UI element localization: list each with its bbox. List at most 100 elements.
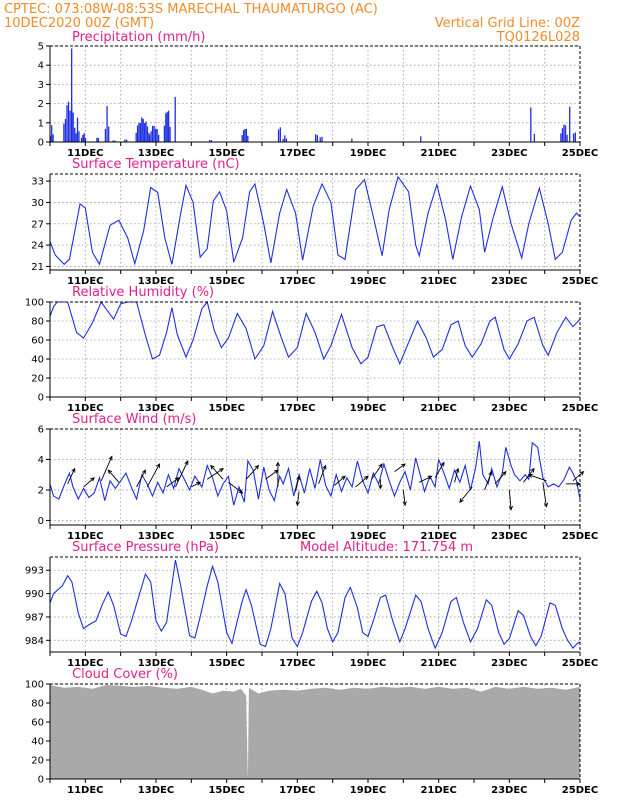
header-run-time: 10DEC2020 00Z (GMT): [4, 16, 154, 31]
precipitation-bar: [66, 105, 68, 142]
precipitation-bar: [63, 123, 65, 142]
precipitation-bar: [533, 133, 536, 142]
cloud-xtick-label: 21DEC: [420, 785, 456, 796]
pressure-ytick-label: 984: [25, 636, 44, 647]
precipitation-bar: [566, 134, 568, 142]
wind-ytick-label: 4: [38, 455, 44, 466]
precipitation-bar: [71, 48, 73, 142]
wind-vector-arrowhead: [219, 468, 224, 473]
wind-vector-arrow: [136, 469, 146, 488]
precipitation-bar: [351, 138, 353, 142]
precipitation-bar: [84, 137, 87, 142]
rh-series-line: [49, 300, 581, 366]
temp-xtick-label: 17DEC: [279, 276, 315, 287]
pressure-ytick-label: 987: [25, 612, 44, 623]
wind-vector-arrowhead: [543, 502, 549, 508]
precipitation-bar: [69, 110, 71, 142]
cloud-ytick-label: 20: [31, 756, 44, 767]
precipitation-bar: [83, 133, 85, 142]
cloud-ytick-label: 60: [31, 718, 44, 729]
wind-vector-arrowhead: [295, 501, 300, 507]
precipitation-bar: [279, 127, 281, 142]
pressure-xtick-label: 19DEC: [350, 658, 386, 669]
precipitation-bar: [72, 112, 74, 142]
pressure-title: Surface Pressure (hPa): [72, 540, 219, 555]
wind-xtick-label: 23DEC: [491, 531, 527, 542]
wind-vector-arrow: [394, 463, 406, 473]
precip-xtick-label: 23DEC: [491, 148, 527, 159]
cloud-ytick-label: 40: [31, 737, 44, 748]
temperature-title: Surface Temperature (nC): [72, 157, 240, 172]
wind-vector-arrowhead: [322, 464, 327, 470]
precipitation-bar: [139, 122, 142, 142]
precipitation-bar: [209, 140, 211, 142]
wind-vector-arrow: [459, 486, 473, 503]
precipitation-bar: [319, 137, 321, 142]
cloud-cover-title: Cloud Cover (%): [72, 667, 178, 682]
precip-ytick-label: 1: [38, 118, 44, 129]
precip-xtick-label: 11DEC: [67, 148, 103, 159]
temp-ytick-label: 21: [31, 262, 44, 273]
temp-xtick-label: 19DEC: [350, 276, 386, 287]
wind-vector-arrowhead: [440, 461, 445, 467]
wind-panel: 0 2 4 6 11DEC 13DEC 15DEC 17DEC 19DEC 21DEC 23DEC 2…: [38, 425, 599, 543]
precipitation-bar: [169, 126, 171, 142]
precipitation-bar: [78, 131, 80, 142]
wind-xtick-label: 13DEC: [138, 531, 174, 542]
wind-vector-arrowhead: [530, 467, 535, 473]
wind-vector-arrowhead: [459, 498, 464, 503]
precip-xtick-label: 17DEC: [279, 148, 315, 159]
precipitation-bar: [112, 140, 114, 142]
wind-vector-arrowhead: [427, 475, 433, 480]
precipitation-bar: [148, 134, 151, 142]
precipitation-bar: [141, 117, 143, 142]
wind-vector-arrowhead: [455, 467, 460, 473]
precipitation-bar: [74, 127, 76, 142]
precipitation-bar: [563, 124, 565, 142]
wind-vector-arrow: [166, 477, 180, 488]
precipitation-bar: [244, 128, 246, 142]
precipitation-bar: [277, 129, 280, 142]
wind-vector-arrowhead: [402, 501, 407, 507]
precipitation-bar: [153, 126, 155, 142]
wind-vector-arrow: [523, 468, 535, 483]
precipitation-bar: [168, 110, 170, 142]
precipitation-bar: [67, 101, 70, 142]
rh-xtick-label: 19DEC: [350, 403, 386, 414]
pressure-series-line: [49, 559, 581, 650]
wind-vector-arrow: [542, 482, 547, 507]
wind-vector-arrow: [175, 460, 189, 488]
precipitation-bar: [241, 135, 243, 142]
precipitation-bar: [76, 117, 79, 142]
pressure-xtick-label: 11DEC: [67, 658, 103, 669]
cloud-ytick-label: 80: [31, 699, 44, 710]
precip-xtick-label: 15DEC: [208, 148, 244, 159]
wind-vector-arrowhead: [156, 463, 161, 469]
wind-vector-arrowhead: [576, 481, 582, 487]
wind-vector-arrow: [191, 481, 201, 488]
wind-vector-arrow: [83, 477, 95, 488]
wind-vector-arrowhead: [174, 477, 180, 482]
wind-vector-arrowhead: [196, 481, 202, 486]
wind-vector-arrowhead: [579, 470, 585, 476]
precipitation-bar: [52, 134, 54, 142]
wind-title: Surface Wind (m/s): [72, 412, 196, 427]
temp-ytick-label: 30: [31, 198, 44, 209]
precipitation-bar: [104, 128, 107, 142]
wind-vector-arrow: [419, 475, 432, 483]
wind-vector-arrowhead: [141, 469, 146, 475]
precipitation-bar: [154, 128, 157, 142]
precipitation-bar: [420, 136, 422, 142]
precip-xtick-label: 21DEC: [420, 148, 456, 159]
precipitation-bar: [564, 125, 567, 142]
wind-vector-arrowhead: [501, 470, 507, 476]
wind-vector-arrowhead: [254, 464, 260, 470]
wind-vector-arrowhead: [364, 475, 369, 481]
wind-vector-arrow: [402, 489, 406, 506]
header-vertical-grid-note: Vertical Grid Line: 00Z: [435, 16, 580, 31]
precipitation-bar: [124, 139, 126, 142]
pressure-ytick-label: 990: [25, 589, 44, 600]
precipitation-bar: [96, 137, 98, 142]
pressure-xtick-label: 17DEC: [279, 658, 315, 669]
